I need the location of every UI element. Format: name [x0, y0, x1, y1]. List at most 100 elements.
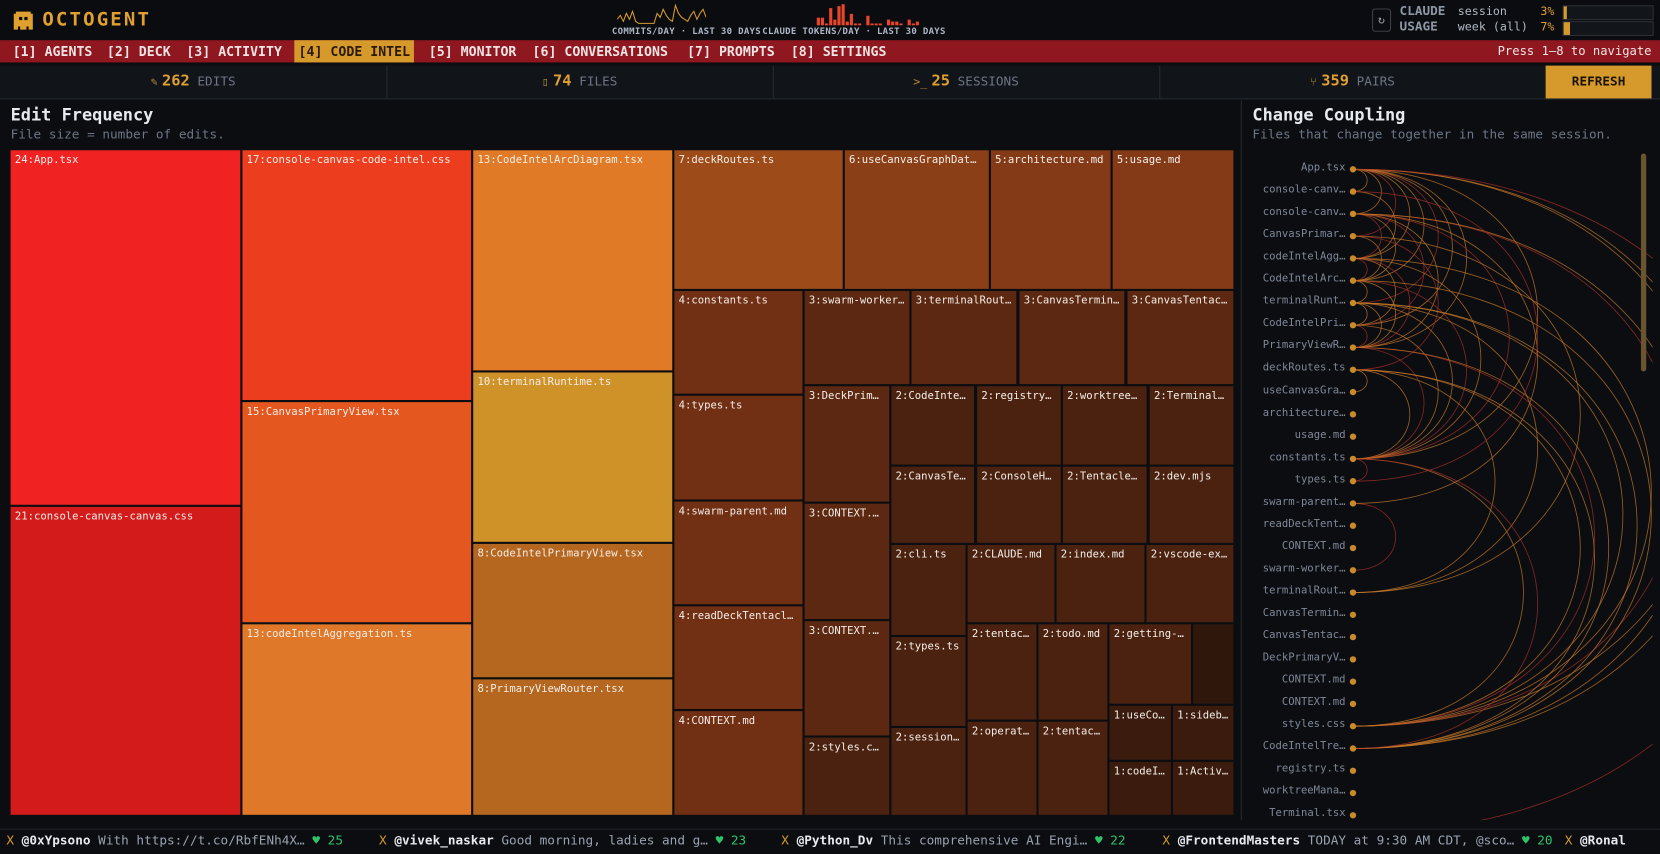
coupling-file-dot[interactable] — [1349, 678, 1357, 685]
treemap-cell[interactable]: 13:codeIntelAggregation.ts — [242, 624, 472, 815]
treemap-cell[interactable]: 2:vscode-ex… — [1146, 544, 1234, 623]
ticker-handle[interactable]: @vivek_naskar — [394, 832, 494, 848]
treemap-cell[interactable]: 3:DeckPrim… — [804, 386, 890, 502]
treemap-cell[interactable]: 5:usage.md — [1112, 150, 1234, 289]
treemap-cell[interactable]: 4:readDeckTentacl… — [674, 606, 803, 709]
coupling-file-dot[interactable] — [1349, 789, 1357, 797]
treemap-cell[interactable]: 2:index.md — [1056, 544, 1145, 623]
refresh-button[interactable]: REFRESH — [1545, 65, 1652, 99]
treemap-cell[interactable]: 2:CanvasTe… — [891, 466, 974, 543]
ticker-item[interactable]: X @FrontendMasters TODAY at 9:30 AM CDT,… — [1162, 833, 1552, 848]
treemap-cell[interactable]: 2:ConsoleH… — [977, 466, 1061, 543]
coupling-file-label[interactable]: CanvasTermin… — [1262, 607, 1346, 620]
coupling-file-label[interactable]: Terminal.tsx — [1269, 807, 1346, 820]
treemap-cell[interactable]: 2:Tentacle… — [1062, 466, 1147, 543]
tab-settings[interactable]: [8] SETTINGS — [790, 43, 887, 60]
tab-conversations[interactable]: [6] CONVERSATIONS — [532, 43, 668, 60]
coupling-file-dot[interactable] — [1349, 166, 1357, 173]
treemap-cell[interactable]: 7:deckRoutes.ts — [674, 150, 843, 289]
tab-code-intel[interactable]: [4] CODE INTEL — [294, 40, 415, 63]
treemap-cell[interactable]: 24:App.tsx — [10, 150, 241, 505]
treemap-cell[interactable]: 3:CanvasTentac… — [1127, 291, 1234, 385]
coupling-file-dot[interactable] — [1349, 322, 1357, 329]
treemap-cell[interactable]: 1:useCo… — [1109, 705, 1171, 760]
coupling-file-label[interactable]: console-canv… — [1262, 184, 1346, 196]
coupling-file-label[interactable]: console-canv… — [1262, 206, 1346, 219]
coupling-file-label[interactable]: architecture… — [1262, 406, 1346, 419]
treemap-cell[interactable]: 10:terminalRuntime.ts — [473, 372, 673, 542]
coupling-file-label[interactable]: PrimaryViewR… — [1262, 340, 1346, 352]
treemap-cell[interactable] — [1193, 624, 1234, 704]
tab-agents[interactable]: [1] AGENTS — [12, 43, 93, 60]
coupling-file-label[interactable]: CanvasPrimar… — [1262, 228, 1346, 241]
scrollbar-thumb[interactable] — [1640, 153, 1647, 372]
coupling-file-label[interactable]: registry.ts — [1275, 763, 1346, 775]
ticker-item[interactable]: X @Python_Dv This comprehensive AI Engi…… — [781, 833, 1125, 848]
coupling-file-label[interactable]: CodeIntelPri… — [1262, 317, 1346, 330]
treemap-cell[interactable]: 8:PrimaryViewRouter.tsx — [473, 679, 673, 815]
treemap-cell[interactable]: 2:registry… — [977, 386, 1061, 465]
treemap-cell[interactable]: 4:types.ts — [674, 395, 803, 500]
coupling-file-label[interactable]: swarm-parent… — [1262, 496, 1346, 508]
coupling-file-dot[interactable] — [1349, 366, 1357, 373]
treemap-cell[interactable]: 2:tentac… — [967, 624, 1037, 720]
coupling-file-dot[interactable] — [1349, 232, 1357, 240]
treemap-cell[interactable]: 3:CONTEXT.… — [804, 503, 890, 620]
treemap-cell[interactable]: 2:tentac… — [1038, 721, 1108, 815]
treemap-cell[interactable]: 3:terminalRout… — [911, 291, 1017, 385]
treemap-cell[interactable]: 2:operat… — [967, 721, 1037, 815]
treemap-cell[interactable]: 2:worktree… — [1062, 386, 1147, 465]
coupling-file-dot[interactable] — [1349, 277, 1357, 284]
treemap-cell[interactable]: 2:session… — [891, 728, 966, 815]
treemap-cell[interactable]: 2:CLAUDE.md — [967, 544, 1055, 623]
coupling-file-dot[interactable] — [1349, 745, 1357, 752]
treemap-cell[interactable]: 1:Activ… — [1173, 761, 1234, 815]
treemap-cell[interactable]: 8:CodeIntelPrimaryView.tsx — [473, 543, 673, 678]
coupling-file-dot[interactable] — [1349, 656, 1357, 663]
coupling-file-dot[interactable] — [1349, 522, 1357, 529]
treemap-cell[interactable]: 2:dev.mjs — [1149, 466, 1234, 543]
ticker-handle[interactable]: @FrontendMasters — [1177, 832, 1301, 848]
treemap-cell[interactable]: 6:useCanvasGraphDat… — [844, 150, 989, 289]
coupling-file-dot[interactable] — [1349, 255, 1357, 262]
coupling-file-dot[interactable] — [1349, 388, 1357, 396]
coupling-file-dot[interactable] — [1349, 477, 1357, 485]
coupling-file-label[interactable]: CodeIntelTre… — [1262, 741, 1346, 753]
treemap-cell[interactable]: 13:CodeIntelArcDiagram.tsx — [473, 150, 673, 371]
coupling-file-dot[interactable] — [1349, 210, 1357, 218]
coupling-file-dot[interactable] — [1349, 500, 1357, 507]
coupling-file-dot[interactable] — [1349, 344, 1357, 351]
coupling-file-label[interactable]: styles.css — [1281, 718, 1346, 731]
coupling-file-dot[interactable] — [1349, 812, 1357, 819]
treemap-cell[interactable]: 15:CanvasPrimaryView.tsx — [242, 402, 472, 623]
tab-deck[interactable]: [2] DECK — [106, 43, 171, 60]
tab-activity[interactable]: [3] ACTIVITY — [186, 43, 282, 60]
ticker-item[interactable]: X @0xYpsono With https://t.co/RbfENh4X… … — [6, 833, 343, 848]
coupling-file-label[interactable]: CanvasTentac… — [1262, 629, 1346, 642]
ticker-handle[interactable]: @Python_Dv — [796, 832, 874, 848]
treemap-cell[interactable]: 3:CONTEXT.… — [804, 621, 890, 736]
tab-monitor[interactable]: [5] MONITOR — [428, 43, 517, 60]
coupling-file-label[interactable]: deckRoutes.ts — [1262, 362, 1346, 375]
treemap-cell[interactable]: 1:sideb… — [1173, 705, 1234, 760]
coupling-file-dot[interactable] — [1349, 433, 1357, 440]
coupling-file-dot[interactable] — [1349, 299, 1357, 307]
treemap-cell[interactable]: 2:todo.md — [1038, 624, 1108, 720]
coupling-file-label[interactable]: worktreeMana… — [1262, 785, 1346, 798]
coupling-file-label[interactable]: useCanvasGra… — [1262, 384, 1346, 397]
ticker-item[interactable]: X @vivek_naskar Good morning, ladies and… — [379, 833, 746, 848]
coupling-file-label[interactable]: terminalRout… — [1262, 585, 1346, 597]
coupling-file-dot[interactable] — [1349, 723, 1357, 730]
coupling-file-dot[interactable] — [1349, 455, 1357, 463]
treemap-cell[interactable]: 1:codeI… — [1109, 761, 1171, 815]
treemap-cell[interactable]: 2:CodeInte… — [891, 386, 974, 465]
treemap-cell[interactable]: 2:cli.ts — [891, 544, 966, 635]
treemap-cell[interactable]: 3:CanvasTermin… — [1019, 291, 1125, 385]
coupling-file-label[interactable]: CONTEXT.md — [1281, 540, 1346, 553]
coupling-file-dot[interactable] — [1349, 188, 1357, 195]
ticker-handle[interactable]: @Ronal — [1580, 832, 1626, 848]
refresh-icon[interactable]: ↻ — [1372, 8, 1392, 32]
coupling-file-dot[interactable] — [1349, 589, 1357, 596]
coupling-file-dot[interactable] — [1349, 633, 1357, 641]
treemap-cell[interactable]: 2:styles.c… — [804, 737, 890, 815]
